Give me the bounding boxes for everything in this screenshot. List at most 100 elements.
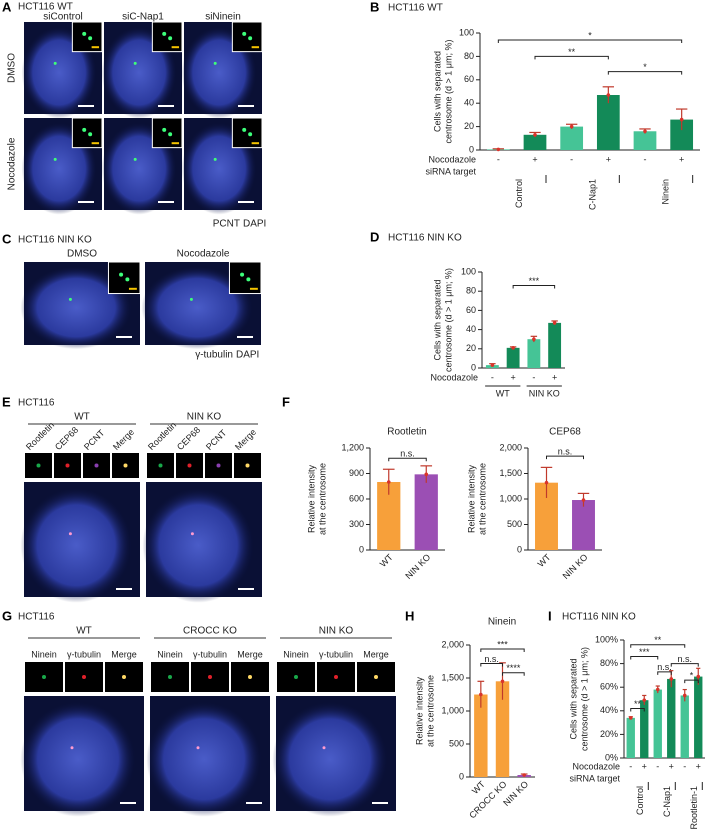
panel-title: HCT116	[18, 398, 55, 409]
centrosome	[133, 157, 137, 161]
mean-dot	[552, 321, 557, 325]
significance-bracket	[607, 71, 683, 75]
column-label: Nocodazole	[177, 249, 230, 260]
stain-label: DAPI	[236, 350, 259, 361]
channel-label: CEP68	[175, 425, 202, 452]
bar	[670, 119, 694, 150]
channel-label: Merge	[363, 649, 389, 659]
bar	[626, 717, 635, 758]
stain-label: DAPI	[243, 219, 266, 230]
bar	[572, 500, 595, 550]
centrosome	[70, 746, 74, 750]
y-axis-label: at the centrosome	[425, 675, 435, 747]
mean-dot	[628, 716, 633, 720]
inset-dot	[82, 31, 87, 36]
tile-dot	[248, 675, 252, 679]
tile-dot	[42, 675, 46, 679]
y-tick-label: 60	[464, 74, 474, 84]
row-label: Nocodazole	[572, 761, 620, 771]
nucleus	[146, 701, 262, 817]
significance-bracket	[630, 656, 659, 660]
y-tick-label: 0	[517, 544, 522, 554]
y-tick-label: 40	[466, 324, 476, 334]
centrosome	[213, 61, 217, 65]
condition-label: +	[532, 154, 537, 164]
bar	[633, 131, 657, 150]
group-label: WT	[74, 412, 90, 423]
condition-label: -	[629, 761, 632, 771]
nucleus	[20, 266, 132, 350]
row-label: DMSO	[7, 53, 18, 83]
y-tick-label: 20%	[600, 729, 618, 739]
inset-dot	[246, 277, 251, 282]
condition-label: -	[497, 154, 500, 164]
mean-dot	[544, 480, 549, 485]
significance-label: *	[588, 30, 592, 40]
stain-label: γ-tubulin	[195, 350, 233, 361]
significance-label: **	[634, 699, 642, 709]
y-tick-label: 500	[449, 738, 464, 748]
inset-dot	[240, 272, 245, 277]
centrosome	[68, 297, 72, 301]
panel-letter: I	[548, 608, 552, 623]
channel-label: γ-tubulin	[193, 649, 227, 659]
row-label: siRNA target	[569, 773, 620, 783]
bar	[694, 676, 703, 758]
mean-dot	[682, 693, 687, 698]
group-label: NIN KO	[319, 626, 354, 637]
inset-dot	[119, 272, 124, 277]
x-tick-label: NIN KO	[561, 552, 590, 581]
tile-dot	[187, 463, 192, 468]
x-tick-label: WT	[470, 779, 487, 796]
mean-dot	[479, 692, 483, 697]
inset-dot	[242, 31, 247, 36]
panel-letter: D	[370, 229, 379, 244]
y-tick-label: 40	[464, 98, 474, 108]
mean-dot	[533, 132, 537, 137]
channel-label: γ-tubulin	[319, 649, 353, 659]
mean-dot	[511, 346, 515, 350]
row-label: Nocodazole	[428, 154, 476, 164]
centrosome	[189, 297, 193, 301]
x-tick-label: Control	[514, 179, 524, 208]
significance-bracket	[480, 662, 503, 667]
significance-label: **	[654, 635, 662, 645]
significance-label: ***	[529, 276, 540, 286]
panel-letter: B	[370, 0, 379, 14]
significance-bracket	[497, 39, 683, 44]
tile-dot	[334, 675, 338, 679]
nucleus	[141, 266, 253, 350]
inset	[231, 21, 263, 53]
column-label: siControl	[43, 12, 82, 23]
panel-title: HCT116 WT	[18, 2, 73, 13]
panel-letter: E	[2, 394, 11, 409]
chart-title: HCT116 WT	[388, 3, 443, 14]
channel-label: CEP68	[53, 425, 80, 452]
y-tick-label: 80	[464, 51, 474, 61]
nucleus	[142, 487, 254, 603]
group-label: CROCC KO	[183, 626, 237, 637]
panel-letter: H	[405, 608, 414, 623]
column-label: DMSO	[67, 249, 97, 260]
chart-title: Rootletin	[387, 427, 426, 438]
tile-dot	[216, 463, 221, 468]
y-tick-label: 1,500	[499, 468, 522, 478]
bar	[548, 322, 562, 368]
significance-bracket	[388, 457, 427, 462]
mean-dot	[532, 337, 536, 342]
mean-dot	[606, 93, 611, 97]
row-label: Nocodazole	[430, 372, 478, 382]
significance-bracket	[512, 284, 556, 289]
significance-label: n.s.	[677, 654, 692, 664]
x-tick-label: NIN KO	[529, 388, 560, 398]
condition-label: +	[606, 154, 611, 164]
x-tick-label: Control	[635, 786, 645, 815]
mean-dot	[669, 677, 674, 681]
stain-label: PCNT	[213, 219, 240, 230]
y-tick-label: 0	[459, 771, 464, 781]
centrosome	[190, 532, 194, 536]
mean-dot	[679, 117, 684, 122]
mean-dot	[500, 679, 505, 684]
mean-dot	[424, 472, 429, 477]
